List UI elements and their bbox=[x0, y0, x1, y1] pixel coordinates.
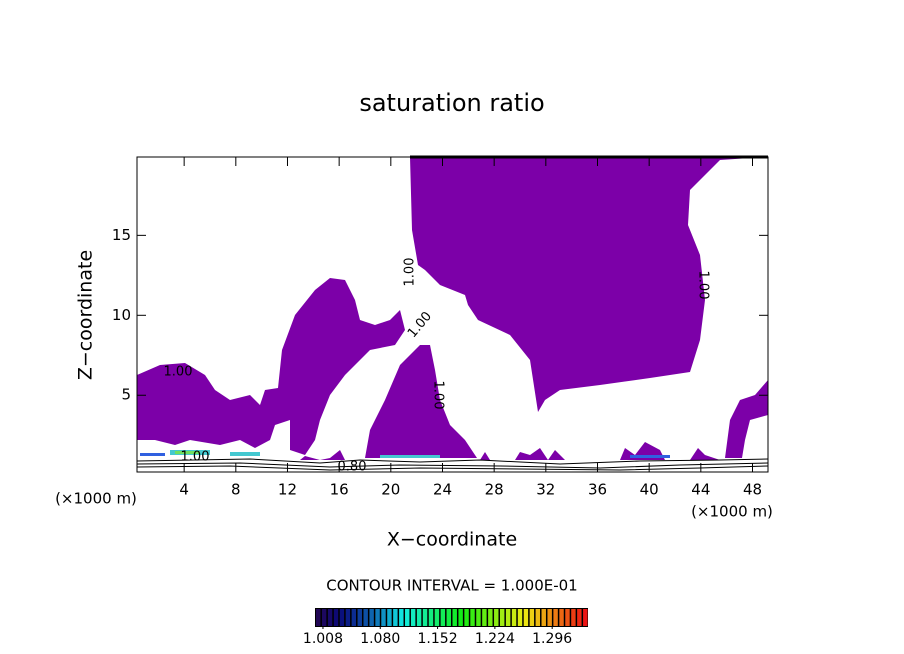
colorbar-swatch bbox=[357, 609, 362, 626]
contour-interval: CONTOUR INTERVAL = 1.000E-01 bbox=[326, 577, 577, 595]
x-unit-label: (×1000 m) bbox=[691, 503, 773, 521]
colorbar-swatch bbox=[446, 609, 451, 626]
colorbar-swatch bbox=[399, 609, 404, 626]
colorbar-swatch bbox=[565, 609, 570, 626]
colorbar-swatch bbox=[476, 609, 481, 626]
colorbar-swatch bbox=[553, 609, 558, 626]
colorbar-tick-label: 1.296 bbox=[532, 631, 572, 647]
contour-label: 1.00 bbox=[696, 271, 711, 300]
y-tick-label: 15 bbox=[112, 226, 131, 244]
colorbar-swatch bbox=[405, 609, 410, 626]
colorbar-tick-label: 1.008 bbox=[303, 631, 343, 647]
colorbar-swatch bbox=[369, 609, 374, 626]
colorbar-swatch bbox=[499, 609, 505, 626]
chart-title: saturation ratio bbox=[359, 89, 544, 117]
colorbar-swatch bbox=[505, 609, 511, 626]
colorbar-swatch bbox=[452, 609, 457, 626]
colorbar-swatch bbox=[517, 609, 523, 626]
supersaturated-region bbox=[480, 442, 720, 460]
colorbar-swatch bbox=[583, 609, 588, 626]
colorbar-swatch bbox=[393, 609, 398, 626]
colorbar-swatch bbox=[535, 609, 541, 626]
x-tick-label: 16 bbox=[330, 481, 349, 499]
y-axis-label: Z−coordinate bbox=[75, 250, 97, 380]
colorbar-swatch bbox=[577, 609, 582, 626]
colorbar-swatch bbox=[494, 609, 499, 626]
contour-label: 1.00 bbox=[164, 365, 193, 380]
colorbar-swatch bbox=[422, 609, 428, 626]
colorbar-swatch bbox=[351, 609, 357, 626]
contour-label: 0.80 bbox=[338, 460, 367, 475]
x-tick-label: 12 bbox=[278, 481, 297, 499]
x-tick-label: 44 bbox=[691, 481, 710, 499]
colorbar-swatch bbox=[541, 609, 546, 626]
high-value-patch bbox=[380, 455, 440, 458]
x-tick-label: 48 bbox=[743, 481, 762, 499]
supersaturated-region bbox=[365, 345, 477, 458]
colorbar-swatch bbox=[410, 609, 416, 626]
y-tick-label: 10 bbox=[112, 306, 131, 324]
colorbar-swatch bbox=[363, 609, 368, 626]
colorbar-swatch bbox=[547, 609, 552, 626]
colorbar-swatch bbox=[416, 609, 422, 626]
colorbar-swatch bbox=[327, 609, 333, 626]
colorbar-swatch bbox=[571, 609, 576, 626]
plot-frame bbox=[136, 156, 769, 473]
colorbar-swatch bbox=[559, 609, 564, 626]
x-tick-label: 8 bbox=[231, 481, 241, 499]
colorbar-swatch bbox=[375, 609, 380, 626]
x-tick-label: 32 bbox=[536, 481, 555, 499]
colorbar-swatch bbox=[321, 609, 327, 626]
supersaturated-region bbox=[410, 157, 765, 412]
colorbar-swatch bbox=[488, 609, 493, 626]
x-tick-label: 28 bbox=[485, 481, 504, 499]
x-tick-label: 24 bbox=[433, 481, 452, 499]
colorbar-swatch bbox=[381, 609, 386, 626]
plot-area bbox=[136, 155, 769, 473]
colorbar-tick-label: 1.224 bbox=[475, 631, 515, 647]
colorbar-swatch bbox=[434, 609, 440, 626]
y-unit-label: (×1000 m) bbox=[55, 490, 137, 508]
colorbar-swatch bbox=[458, 609, 463, 626]
high-value-patch bbox=[630, 455, 670, 458]
x-axis-label: X−coordinate bbox=[387, 529, 517, 551]
colorbar-tick-label: 1.080 bbox=[360, 631, 400, 647]
colorbar-swatch bbox=[529, 609, 535, 626]
colorbar-swatch bbox=[316, 609, 321, 626]
x-tick-label: 20 bbox=[381, 481, 400, 499]
supersaturated-region bbox=[137, 278, 405, 460]
colorbar-swatch bbox=[428, 609, 434, 626]
colorbar-swatch bbox=[333, 609, 339, 626]
colorbar-swatch bbox=[387, 609, 392, 626]
contour-label: 1.00 bbox=[181, 450, 210, 465]
colorbar-swatch bbox=[440, 609, 446, 626]
x-tick-label: 36 bbox=[588, 481, 607, 499]
y-tick-label: 5 bbox=[121, 386, 131, 404]
supersaturated-region bbox=[725, 380, 768, 458]
colorbar-swatch bbox=[523, 609, 529, 626]
colorbar-swatch bbox=[464, 609, 469, 626]
colorbar-swatch bbox=[345, 609, 351, 626]
contour-label: 1.00 bbox=[403, 258, 418, 287]
x-tick-label: 4 bbox=[179, 481, 189, 499]
contour-label: 1.00 bbox=[405, 309, 435, 341]
colorbar-swatch bbox=[470, 609, 475, 626]
colorbar-swatch bbox=[482, 609, 487, 626]
high-value-patch bbox=[230, 452, 260, 456]
high-value-patch bbox=[175, 451, 200, 454]
colorbar-tick-label: 1.152 bbox=[418, 631, 458, 647]
x-tick-label: 40 bbox=[640, 481, 659, 499]
colorbar-swatch bbox=[511, 609, 517, 626]
colorbar-swatch bbox=[339, 609, 345, 626]
high-value-patch bbox=[140, 453, 165, 456]
contour-label: 1.00 bbox=[431, 381, 446, 410]
